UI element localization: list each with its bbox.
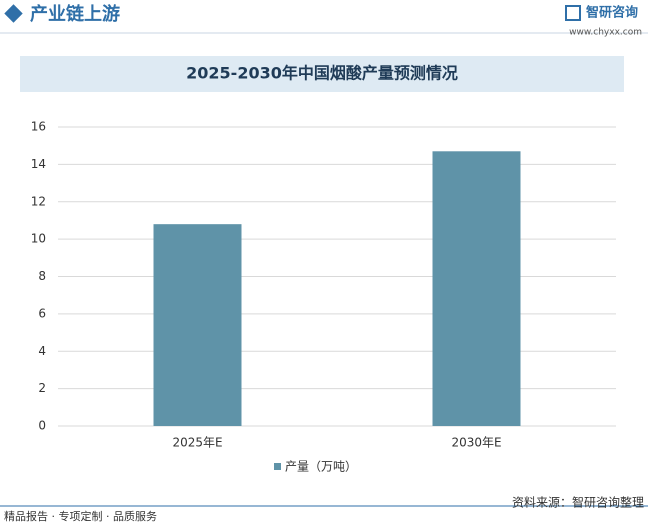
header-icon	[4, 4, 23, 23]
y-tick-label: 8	[38, 269, 46, 283]
logo-icon	[565, 5, 581, 21]
bar	[153, 224, 242, 426]
title-band	[20, 56, 624, 92]
legend-label: 产量（万吨）	[285, 460, 357, 474]
y-tick-label: 0	[38, 419, 46, 433]
header-title: 产业链上游	[30, 3, 120, 25]
y-tick-label: 10	[31, 232, 46, 246]
y-tick-label: 6	[38, 306, 46, 320]
legend-swatch	[274, 463, 281, 470]
x-tick-label: 2030年E	[451, 436, 501, 450]
logo-url: www.chyxx.com	[569, 28, 642, 38]
chart-title: 2025-2030年中国烟酸产量预测情况	[186, 64, 458, 83]
footer-source: 资料来源：智研咨询整理	[512, 495, 644, 510]
footer-left: 精品报告 · 专项定制 · 品质服务	[4, 509, 157, 523]
y-tick-label: 14	[31, 157, 46, 171]
y-tick-label: 12	[31, 194, 46, 208]
y-tick-label: 16	[31, 120, 46, 134]
y-tick-label: 4	[38, 344, 46, 358]
logo-text: 智研咨询	[586, 5, 638, 21]
bar	[432, 151, 521, 426]
y-tick-label: 2	[38, 381, 46, 395]
x-tick-label: 2025年E	[172, 436, 222, 450]
